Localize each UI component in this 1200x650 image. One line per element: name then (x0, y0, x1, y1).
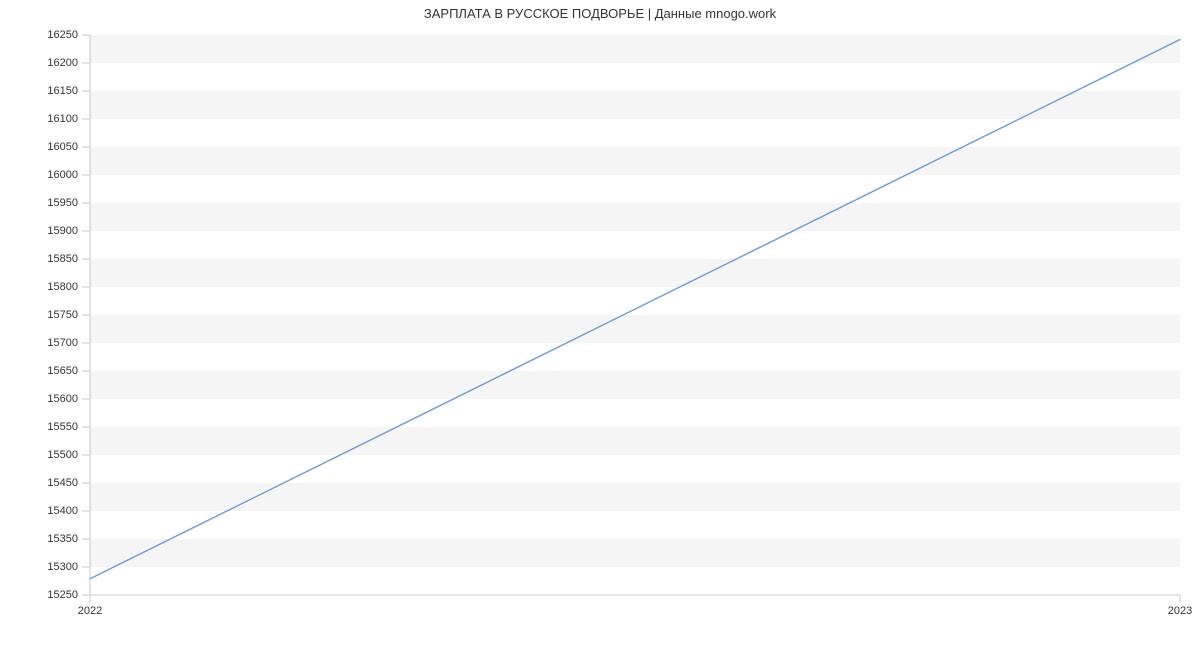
y-axis-labels: 1525015300153501540015450155001555015600… (0, 35, 78, 595)
y-tick-label: 15700 (47, 337, 78, 349)
y-tick-label: 16000 (47, 169, 78, 181)
y-tick-label: 15900 (47, 225, 78, 237)
y-tick-label: 15550 (47, 421, 78, 433)
x-tick-label: 2023 (1168, 605, 1192, 617)
y-tick-label: 15800 (47, 281, 78, 293)
y-tick-label: 15500 (47, 449, 78, 461)
y-tick-label: 15950 (47, 197, 78, 209)
y-tick-label: 16200 (47, 57, 78, 69)
y-tick-label: 15400 (47, 505, 78, 517)
y-tick-label: 15300 (47, 561, 78, 573)
y-tick-label: 15850 (47, 253, 78, 265)
y-tick-label: 15600 (47, 393, 78, 405)
y-tick-label: 15750 (47, 309, 78, 321)
salary-line-chart (90, 35, 1180, 595)
y-tick-label: 16250 (47, 29, 78, 41)
y-tick-label: 15450 (47, 477, 78, 489)
y-tick-label: 15650 (47, 365, 78, 377)
x-axis-labels: 20222023 (90, 605, 1180, 625)
chart-title: ЗАРПЛАТА В РУССКОЕ ПОДВОРЬЕ | Данные mno… (0, 6, 1200, 21)
y-tick-label: 16100 (47, 113, 78, 125)
y-tick-label: 16050 (47, 141, 78, 153)
y-tick-label: 15350 (47, 533, 78, 545)
y-tick-label: 15250 (47, 589, 78, 601)
y-tick-label: 16150 (47, 85, 78, 97)
x-tick-label: 2022 (78, 605, 102, 617)
